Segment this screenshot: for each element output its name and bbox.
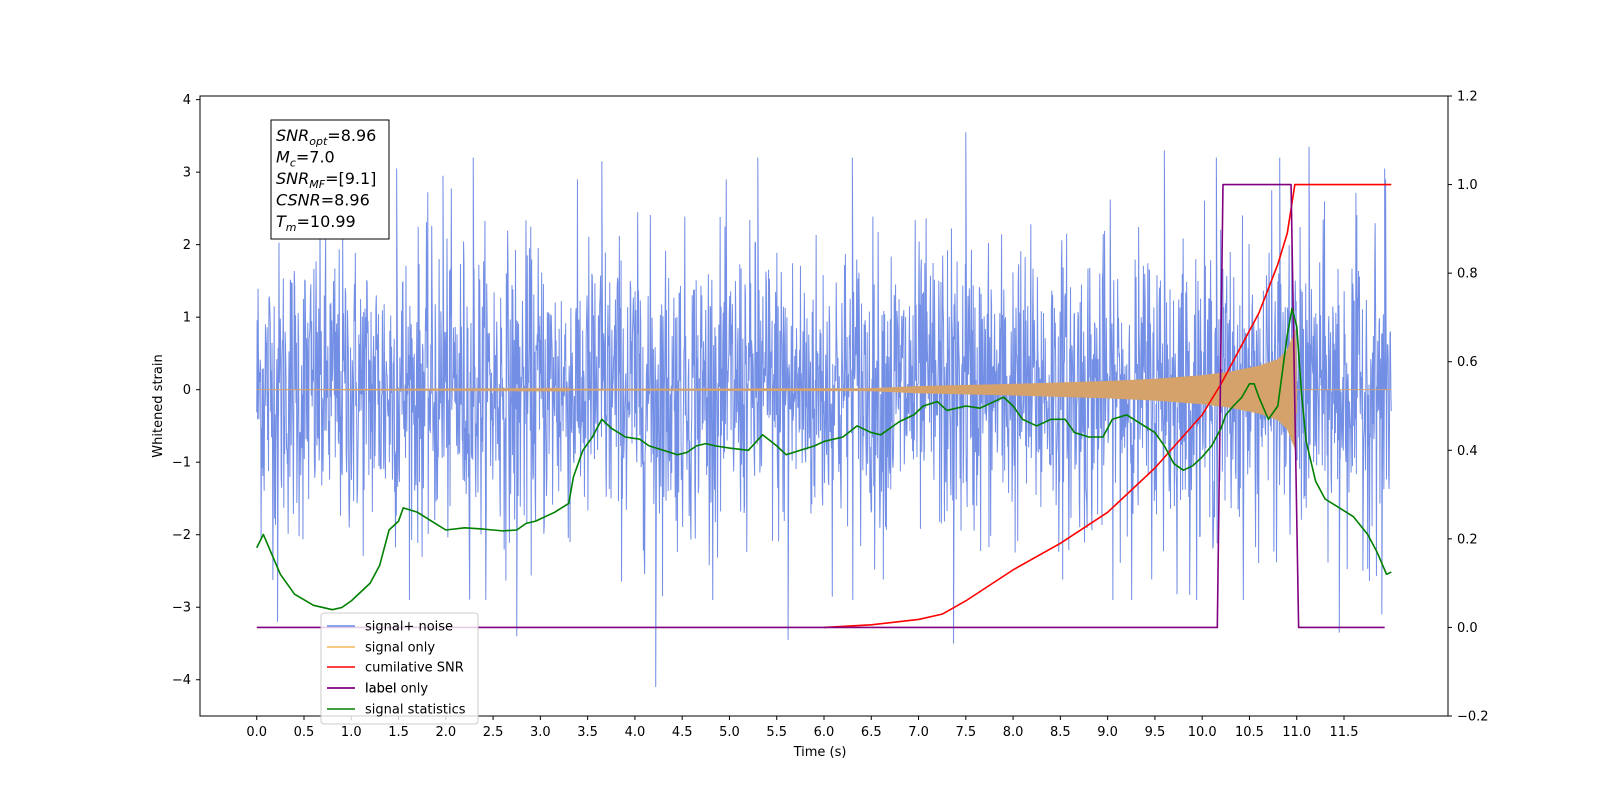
y2-tick-label: 1.0 [1457,178,1478,193]
y-tick-label: −2 [172,528,191,543]
x-tick-label: 5.0 [719,725,740,740]
x-tick-label: 10.5 [1235,725,1264,740]
x-tick-label: 0.5 [294,725,315,740]
y-axis-title: Whitened strain [151,354,166,457]
x-tick-label: 6.0 [814,725,835,740]
y-tick-label: 1 [183,311,191,326]
x-tick-label: 7.0 [908,725,929,740]
x-tick-label: 2.0 [435,725,456,740]
x-tick-label: 1.5 [388,725,409,740]
legend: signal+ noise signal only cumilative SNR la… [320,612,479,725]
x-tick-label: 5.5 [766,725,787,740]
y-tick-label: −3 [172,601,191,616]
y-tick-label: −4 [172,673,191,688]
series-signal-noise [256,132,1392,687]
legend-label: signal only [365,641,435,656]
y2-tick-label: 0.2 [1457,532,1478,547]
axes-layer: 0.0 0.5 1.0 1.5 2.0 2.5 3.0 3.5 4.0 4.5 5.0 5.5 6.0 6… [172,90,1489,741]
legend-frame [320,612,479,725]
annotation-line: Mc=7.0 [276,148,335,170]
x-tick-label: 8.0 [1003,725,1024,740]
y-tick-label: 4 [183,93,191,108]
y-tick-label: −1 [172,456,191,471]
annotation-line: Tm=10.99 [276,212,356,234]
y-tick-label: 3 [183,166,191,181]
x-tick-label: 11.5 [1330,725,1359,740]
y2-tick-label: 0.4 [1457,444,1478,459]
y2-tick-label: 0.6 [1457,355,1478,370]
legend-label: cumilative SNR [365,661,464,676]
annotation-line: CSNR=8.96 [276,191,370,210]
annotation-line: SNRMF=[9.1] [276,169,376,191]
y2-tick-label: 0.8 [1457,267,1478,282]
x-axis-title: Time (s) [793,745,847,760]
legend-label: signal+ noise [365,620,453,635]
x-tick-label: 3.0 [530,725,551,740]
y-tick-label: 0 [183,383,191,398]
x-tick-label: 9.0 [1097,725,1118,740]
legend-label: label [365,682,396,697]
y2-tick-label: 1.2 [1457,90,1478,105]
legend-label: signal statistics [365,703,466,718]
x-tick-label: 7.5 [955,725,976,740]
series-cumulative-snr [823,183,1392,629]
x-tick-label: 1.0 [341,725,362,740]
x-tick-label: 0.0 [246,725,267,740]
annotation-frame [270,119,390,240]
legend-label: label only [365,682,428,697]
x-tick-label: 6.5 [861,725,882,740]
x-tick-label: 9.5 [1145,725,1166,740]
x-tick-label: 10.0 [1188,725,1217,740]
series-signal-statistics [256,307,1392,611]
x-tick-label: 4.5 [672,725,693,740]
x-tick-label: 4.0 [625,725,646,740]
x-tick-label: 2.5 [483,725,504,740]
x-tick-label: 8.5 [1050,725,1071,740]
series-signal-only [256,329,1392,451]
y2-tick-label: 0.0 [1457,621,1478,636]
annotation-line: SNRopt=8.96 [276,126,376,148]
y2-tick-label: −0.2 [1457,710,1489,725]
x-tick-label: 11.0 [1282,725,1311,740]
series-layer [256,132,1392,687]
x-tick-label: 3.5 [577,725,598,740]
series-label [256,183,1385,629]
y-tick-label: 2 [183,238,191,253]
